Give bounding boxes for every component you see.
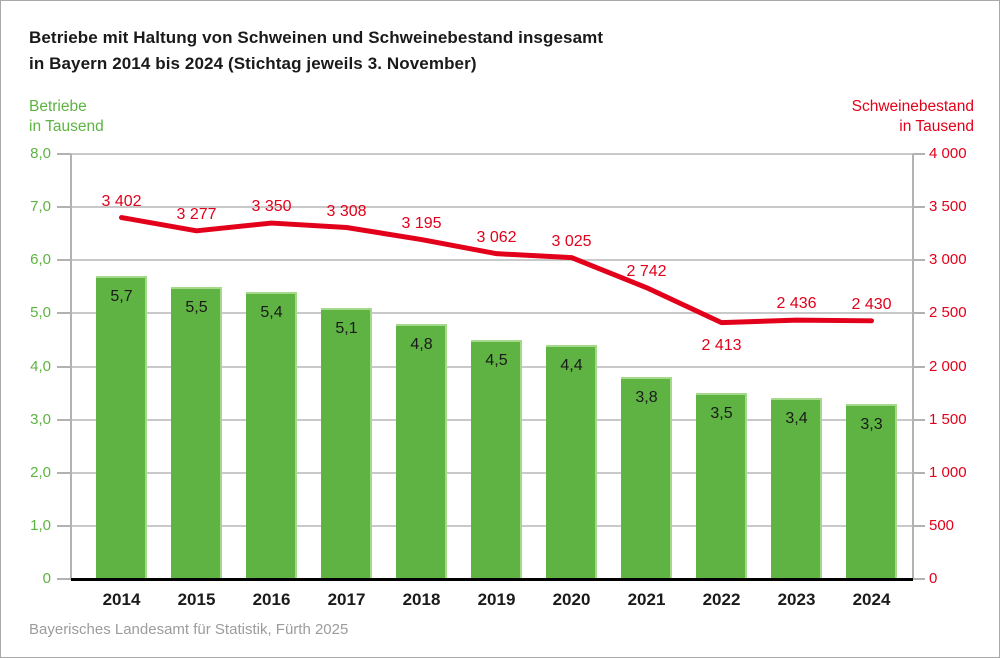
right-axis-tick-label: 3 000 <box>929 251 967 269</box>
year-label-2018: 2018 <box>402 590 441 609</box>
right-axis-title-line1: Schweinebestand <box>851 98 974 115</box>
year-label-2014: 2014 <box>102 590 141 609</box>
gridline <box>71 206 913 209</box>
year-label-2019: 2019 <box>477 590 516 609</box>
right-axis-tick <box>913 471 925 474</box>
line-value-label: 3 025 <box>551 232 592 250</box>
right-axis-tick <box>913 153 925 155</box>
right-axis-tick <box>913 418 925 421</box>
line-value-label: 3 402 <box>101 192 142 210</box>
left-axis-tick-label: 8,0 <box>30 145 51 162</box>
left-axis-title: Betriebe in Tausend <box>29 97 104 137</box>
right-axis-tick-label: 1 500 <box>929 410 967 428</box>
bar-2019 <box>471 339 522 579</box>
right-axis-tick <box>913 312 925 315</box>
year-label-2015: 2015 <box>177 590 216 609</box>
bar-2024 <box>846 403 897 579</box>
bar-value-label: 3,8 <box>635 389 658 407</box>
right-axis-tick-label: 500 <box>929 516 955 534</box>
bar-value-label: 4,5 <box>485 351 508 369</box>
left-axis-tick-label: 6,0 <box>30 251 51 269</box>
left-axis-title-line2: in Tausend <box>29 118 104 135</box>
right-axis-tick-label: 1 000 <box>929 463 967 481</box>
bar-2014 <box>96 276 147 579</box>
bar-value-label: 3,4 <box>785 410 808 428</box>
left-axis-title-line1: Betriebe <box>29 98 87 115</box>
line-value-label: 2 742 <box>626 262 667 280</box>
chart-title: Betriebe mit Haltung von Schweinen und S… <box>29 25 603 77</box>
left-axis-tick <box>57 578 71 580</box>
left-axis-tick <box>57 524 71 527</box>
bar-2015 <box>171 286 222 579</box>
left-axis-tick-label: 1,0 <box>30 516 51 534</box>
left-axis-tick-label: 0 <box>42 570 51 587</box>
right-axis-tick-label: 4 000 <box>929 145 967 162</box>
left-axis-tick-label: 4,0 <box>30 357 51 375</box>
left-axis-tick <box>57 259 71 262</box>
right-axis-tick-label: 2 000 <box>929 357 967 375</box>
right-axis-title-line2: in Tausend <box>899 118 974 135</box>
year-label-2021: 2021 <box>627 590 666 609</box>
left-axis-tick <box>57 312 71 315</box>
chart-title-line1: Betriebe mit Haltung von Schweinen und S… <box>29 28 604 47</box>
bar-2022 <box>696 393 747 579</box>
bar-value-label: 5,7 <box>110 288 133 306</box>
bar-value-label: 5,4 <box>260 304 283 322</box>
right-axis-tick <box>913 206 925 209</box>
year-label-2016: 2016 <box>252 590 291 609</box>
bar-2021 <box>621 377 672 579</box>
right-axis-tick-label: 3 500 <box>929 198 967 216</box>
year-label-2022: 2022 <box>702 590 741 609</box>
year-label-2017: 2017 <box>327 590 366 609</box>
bar-2018 <box>396 324 447 579</box>
year-label-2023: 2023 <box>777 590 816 609</box>
left-axis-tick <box>57 153 71 155</box>
right-axis-tick <box>913 259 925 262</box>
left-axis-tick <box>57 471 71 474</box>
right-axis-tick <box>913 578 925 580</box>
line-value-label: 2 430 <box>851 295 892 313</box>
line-value-label: 3 195 <box>401 214 442 232</box>
left-axis-tick-label: 3,0 <box>30 410 51 428</box>
year-label-2024: 2024 <box>852 590 891 609</box>
left-axis-tick <box>57 365 71 368</box>
left-axis-tick-label: 5,0 <box>30 304 51 322</box>
bar-2023 <box>771 398 822 579</box>
right-axis-tick-label: 2 500 <box>929 304 967 322</box>
line-value-label: 2 413 <box>701 336 742 354</box>
right-axis-tick <box>913 365 925 368</box>
gridline <box>71 259 913 262</box>
left-axis-tick-label: 2,0 <box>30 463 51 481</box>
bar-value-label: 3,5 <box>710 405 733 423</box>
year-label-2020: 2020 <box>552 590 591 609</box>
left-axis-tick-label: 7,0 <box>30 198 51 216</box>
gridline <box>71 153 913 155</box>
left-axis-tick <box>57 206 71 209</box>
source-note: Bayerisches Landesamt für Statistik, Für… <box>29 621 349 638</box>
bar-2017 <box>321 308 372 579</box>
bar-2016 <box>246 292 297 579</box>
right-axis-title: Schweinebestand in Tausend <box>852 97 974 137</box>
bar-value-label: 4,4 <box>560 357 583 375</box>
line-value-label: 2 436 <box>776 295 817 313</box>
bar-value-label: 5,1 <box>335 320 358 338</box>
line-value-label: 3 308 <box>326 202 367 220</box>
x-axis-baseline <box>71 578 913 581</box>
line-value-label: 3 350 <box>251 198 292 216</box>
bar-value-label: 4,8 <box>410 336 433 353</box>
bar-value-label: 5,5 <box>185 298 208 316</box>
line-value-label: 3 062 <box>476 228 517 246</box>
bar-2020 <box>546 345 597 579</box>
bar-value-label: 3,3 <box>860 415 883 433</box>
line-value-label: 3 277 <box>176 205 217 223</box>
right-axis-tick-label: 0 <box>929 570 938 587</box>
left-axis-line <box>70 154 72 580</box>
left-axis-tick <box>57 418 71 421</box>
chart-title-line2: in Bayern 2014 bis 2024 (Stichtag jeweil… <box>29 54 477 73</box>
right-axis-tick <box>913 524 925 527</box>
